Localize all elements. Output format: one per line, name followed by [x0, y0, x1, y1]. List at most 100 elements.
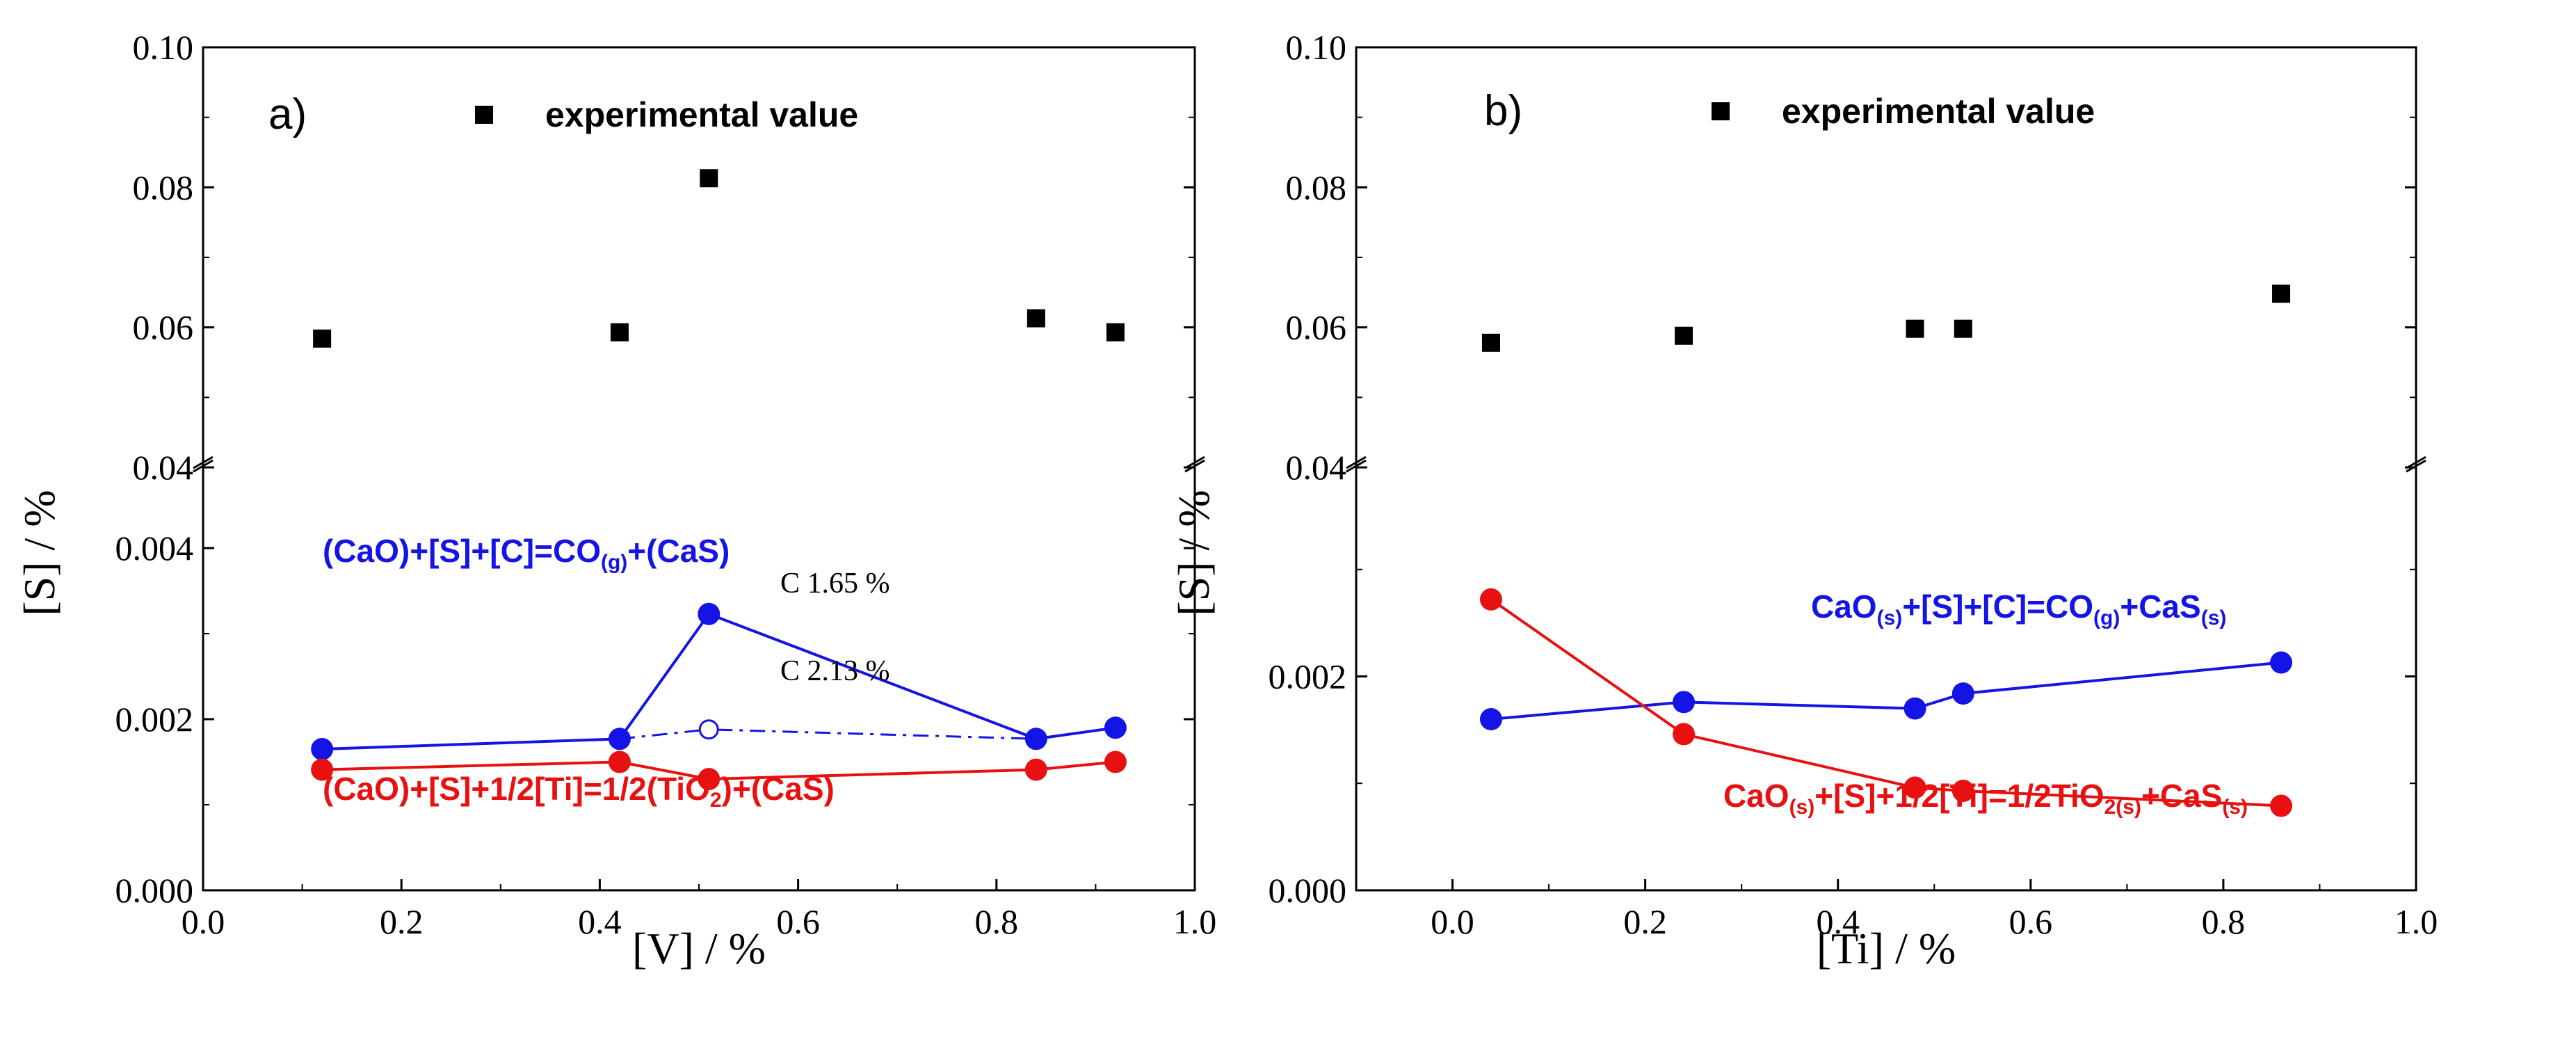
data-point-circle	[1673, 691, 1696, 714]
axis-break-mark	[193, 456, 214, 469]
y-tick-label: 0.10	[133, 28, 194, 67]
series-2	[1479, 588, 2293, 817]
y-tick-label: 0.06	[1286, 308, 1347, 347]
x-tick-label: 0.0	[182, 902, 225, 941]
y-tick-label: 0.002	[115, 700, 194, 739]
equation-part: +CaS	[2141, 778, 2222, 814]
y-tick-label: 0.10	[1286, 28, 1347, 67]
data-point-circle	[1479, 708, 1502, 730]
data-point-circle	[2270, 651, 2293, 674]
plot-frame	[202, 46, 1196, 892]
axis-break-mark	[1184, 456, 1205, 469]
axis-break-mark	[1184, 459, 1205, 473]
series-1	[1479, 651, 2293, 730]
legend-label: experimental value	[1782, 92, 2095, 131]
y-axis-title: [S] / %	[1169, 490, 1218, 616]
data-point-circle	[698, 602, 721, 625]
x-tick-label: 0.6	[2009, 902, 2053, 941]
x-tick-label: 1.0	[2394, 902, 2438, 941]
annotation-label: C 1.65 %	[780, 568, 890, 600]
data-point-circle	[1903, 697, 1926, 720]
equation-part: )+(CaS)	[722, 771, 835, 807]
axis-break-mark	[1346, 456, 1367, 469]
x-tick-label: 0.6	[776, 902, 820, 941]
panel-label: a)	[268, 90, 307, 138]
data-point-square	[610, 323, 629, 342]
data-point-circle	[1024, 758, 1047, 781]
data-point-square	[1906, 319, 1924, 338]
plot-frame	[1355, 46, 2417, 892]
equation-part: (CaO)+[S]+[C]=CO	[323, 533, 601, 569]
chart-panel-a: 0.0 0.2 0.4 0.6 0.8 1.0 0.04 0.06 0.08 0.10 0.000 0…	[15, 28, 1216, 973]
data-point-square	[1106, 323, 1125, 342]
x-tick-label: 0.8	[975, 902, 1019, 941]
data-point-circle	[311, 738, 334, 761]
x-tick-label: 0.8	[2202, 902, 2246, 941]
data-point-circle	[1104, 716, 1127, 739]
data-point-circle	[608, 750, 631, 773]
y-tick-label: 0.08	[133, 168, 194, 207]
equation-part: +[S]+[C]=CO	[1902, 588, 2093, 625]
equation-red: CaO(s)+[S]+1/2[Ti]=1/2TiO2(s)+CaS(s)	[1723, 778, 2248, 819]
equation-red: (CaO)+[S]+1/2[Ti]=1/2(TiO2)+(CaS)	[323, 771, 835, 812]
series-line-dashdot	[619, 728, 1036, 740]
equation-subscript: (s)	[2222, 796, 2248, 819]
x-tick-label: 0.4	[578, 902, 622, 941]
data-point-circle	[1951, 682, 1974, 705]
data-point-square	[1481, 333, 1500, 352]
equation-part: (CaO)+[S]+1/2[Ti]=1/2(TiO	[323, 771, 710, 807]
axis-break-mark	[193, 459, 214, 473]
data-point-circle	[698, 768, 721, 791]
x-axis-title: [Ti] / %	[1817, 924, 1956, 973]
series-2	[619, 719, 1036, 740]
legend-label: experimental value	[545, 95, 858, 134]
x-tick-label: 0.0	[1431, 902, 1474, 941]
equation-part: CaO	[1723, 778, 1789, 814]
data-point-square	[2272, 284, 2291, 303]
data-point-square	[1027, 309, 1045, 328]
y-tick-label: 0.000	[115, 871, 194, 910]
x-tick-label: 0.2	[1623, 902, 1667, 941]
axis-break-mark	[2406, 459, 2426, 473]
equation-part: +(CaS)	[627, 533, 730, 569]
legend-square-marker	[1712, 102, 1730, 120]
y-axis-title: [S] / %	[15, 490, 64, 616]
x-tick-label: 0.2	[380, 902, 424, 941]
axis-break-mark	[2406, 456, 2426, 469]
equation-part: +CaS	[2120, 588, 2200, 625]
y-tick-label: 0.06	[133, 308, 194, 347]
equation-part: CaO	[1811, 588, 1877, 625]
equation-subscript: (s)	[1877, 607, 1903, 629]
y-tick-label: 0.004	[115, 529, 194, 568]
x-axis-title: [V] / %	[632, 924, 766, 973]
y-tick-label: 0.000	[1269, 871, 1347, 910]
y-tick-label: 0.04	[133, 448, 194, 487]
series-3	[311, 750, 1127, 791]
data-point-square	[313, 329, 332, 348]
equation-part: +[S]+1/2[Ti]=1/2TiO	[1814, 778, 2104, 814]
equation-subscript: 2	[710, 789, 722, 812]
data-point-circle	[1104, 750, 1127, 773]
data-point-circle	[1951, 780, 1974, 803]
data-point-circle	[1673, 723, 1696, 746]
equation-blue: (CaO)+[S]+[C]=CO(g)+(CaS)	[323, 533, 730, 574]
data-point-circle	[311, 758, 334, 781]
equation-subscript: (s)	[2201, 607, 2227, 629]
data-point-square	[1675, 326, 1693, 345]
annotation-label: C 2.13 %	[780, 655, 890, 687]
legend-square-marker	[475, 106, 493, 124]
equation-subscript: 2(s)	[2104, 796, 2141, 819]
data-point-square	[1954, 319, 1972, 338]
data-point-circle	[1479, 588, 1502, 611]
equation-subscript: (s)	[1789, 796, 1815, 819]
data-point-circle	[1903, 776, 1926, 799]
data-point-square	[700, 169, 718, 188]
y-tick-label: 0.002	[1269, 657, 1347, 696]
chart-panel-b: 0.0 0.2 0.4 0.6 0.8 1.0 0.04 0.06 0.08 0.10 0.000 0…	[1169, 28, 2438, 973]
y-tick-label: 0.08	[1286, 168, 1347, 207]
equation-subscript: (g)	[2093, 607, 2120, 629]
series-0	[313, 169, 1125, 348]
axis-break-mark	[1346, 459, 1367, 473]
data-point-open-circle	[698, 719, 719, 740]
